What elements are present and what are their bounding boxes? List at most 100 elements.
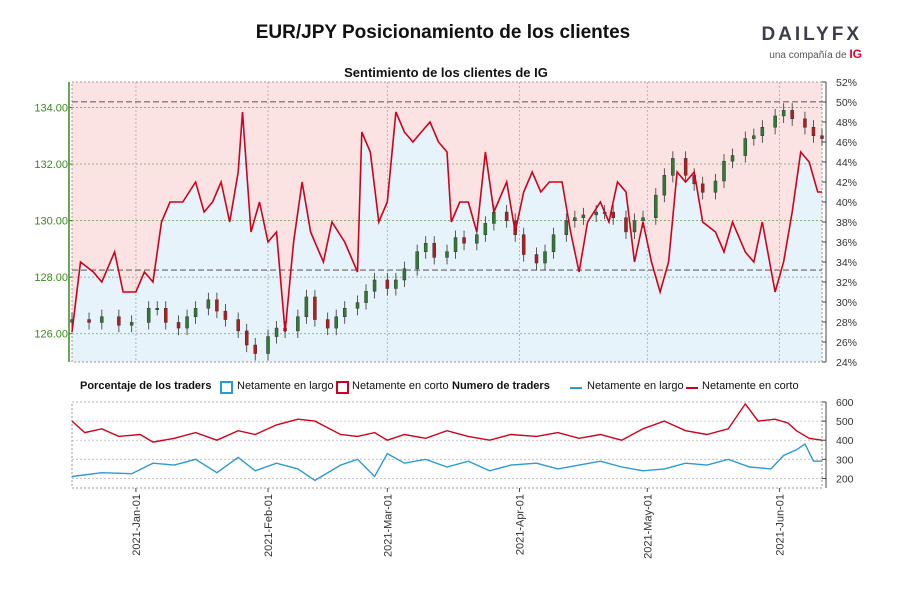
legend-pct-title: Porcentaje de los traders — [80, 380, 212, 392]
candle-body — [700, 183, 705, 193]
candle-body — [581, 214, 586, 219]
short-percent-line — [71, 111, 822, 333]
date-tick-label: 2021-Apr-01 — [514, 494, 526, 555]
percent-tick-label: 36% — [836, 237, 857, 249]
legend: Porcentaje de los traders Netamente en l… — [80, 380, 820, 396]
percent-tick-label: 40% — [836, 197, 857, 209]
candle-body — [146, 308, 151, 323]
candle-body — [790, 110, 794, 120]
percent-tick-label: 52% — [836, 77, 857, 89]
percent-tick-label: 24% — [836, 357, 857, 369]
percent-tick-label: 50% — [836, 97, 857, 109]
percent-tick-label: 38% — [836, 217, 857, 229]
candle-body — [334, 316, 338, 329]
candle-body — [551, 234, 556, 252]
candle-body — [483, 223, 488, 235]
date-tick-label: 2021-Feb-01 — [263, 494, 275, 557]
candle-body — [781, 110, 786, 117]
candle-body — [296, 316, 300, 332]
candle-body — [462, 237, 466, 244]
count-tick-label: 300 — [836, 454, 854, 466]
candle-body — [671, 158, 675, 176]
candle-body — [385, 279, 390, 289]
percent-tick-label: 28% — [836, 317, 857, 329]
candle-body — [743, 138, 748, 156]
candle-body — [117, 316, 121, 326]
candle-body — [504, 211, 509, 221]
price-tick-label: 128.00 — [34, 272, 68, 284]
percent-tick-label: 46% — [836, 137, 857, 149]
candle-body — [185, 316, 189, 329]
price-tick-label: 132.00 — [34, 159, 68, 171]
legend-count-long-swatch — [570, 387, 582, 389]
percent-tick-label: 44% — [836, 157, 857, 169]
candle-body — [683, 158, 688, 176]
legend-pct-long-label: Netamente en largo — [237, 380, 334, 392]
chart-subtitle: Sentimiento de los clientes de IG — [344, 65, 548, 80]
candle-body — [803, 118, 807, 128]
candle-body — [722, 160, 726, 182]
candle-body — [394, 279, 398, 289]
candle-body — [415, 251, 419, 269]
candle-body — [752, 135, 756, 139]
candle-body — [266, 336, 270, 354]
legend-pct-short-swatch — [336, 381, 349, 394]
candle-body — [402, 268, 407, 281]
candle-body — [253, 344, 257, 354]
percent-tick-label: 32% — [836, 277, 857, 289]
date-tick-label: 2021-Mar-01 — [382, 494, 394, 557]
candle-body — [573, 217, 577, 221]
candle-body — [129, 322, 134, 326]
candle-body — [713, 180, 718, 193]
count-tick-label: 600 — [836, 397, 854, 409]
candle-body — [564, 220, 569, 235]
legend-count-short-label: Netamente en corto — [702, 380, 799, 392]
candle-body — [372, 279, 377, 292]
date-tick-label: 2021-Jan-01 — [131, 494, 143, 556]
candle-body — [342, 308, 347, 317]
candle-body — [534, 254, 539, 264]
percent-tick-label: 30% — [836, 297, 857, 309]
candle-body — [164, 308, 168, 323]
date-tick-label: 2021-Jun-01 — [774, 494, 786, 556]
candle-body — [223, 310, 228, 320]
count-panel-frame — [71, 401, 823, 489]
candle-body — [100, 316, 104, 323]
ig-logo: IG — [849, 47, 862, 61]
candle-body — [206, 299, 211, 309]
logo-tagline-text: una compañía de — [769, 50, 847, 61]
candle-body — [654, 194, 658, 219]
candle-body — [773, 115, 777, 128]
candle-body — [244, 330, 249, 346]
legend-pct-short-label: Netamente en corto — [352, 380, 449, 392]
candle-body — [236, 319, 240, 332]
candle-body — [730, 155, 735, 162]
candle-body — [811, 127, 816, 136]
candle-body — [432, 242, 436, 258]
candle-body — [193, 308, 198, 317]
count-tick-label: 500 — [836, 416, 854, 428]
candle-body — [304, 296, 309, 317]
logo-wordmark: DAILYFX — [761, 24, 862, 45]
percent-tick-label: 26% — [836, 337, 857, 349]
candle-body — [632, 220, 637, 233]
candle-body — [325, 319, 330, 329]
candle-body — [215, 299, 219, 312]
candle-body — [274, 327, 279, 337]
short-area-background — [72, 82, 822, 332]
chart-title: EUR/JPY Posicionamiento de los clientes — [255, 22, 631, 43]
price-tick-label: 126.00 — [34, 329, 68, 341]
legend-count-short-swatch — [686, 387, 698, 389]
candle-body — [624, 217, 628, 233]
legend-pct-long-swatch — [220, 381, 233, 394]
percent-tick-label: 42% — [836, 177, 857, 189]
candle-body — [820, 135, 824, 139]
percent-tick-label: 34% — [836, 257, 857, 269]
price-tick-label: 130.00 — [34, 216, 68, 228]
legend-count-title: Numero de traders — [452, 380, 550, 392]
candle-body — [475, 234, 479, 244]
candle-body — [760, 127, 765, 136]
candle-body — [364, 291, 368, 303]
logo-tagline: una compañía de IG — [769, 47, 862, 61]
count-short-line — [71, 402, 823, 443]
